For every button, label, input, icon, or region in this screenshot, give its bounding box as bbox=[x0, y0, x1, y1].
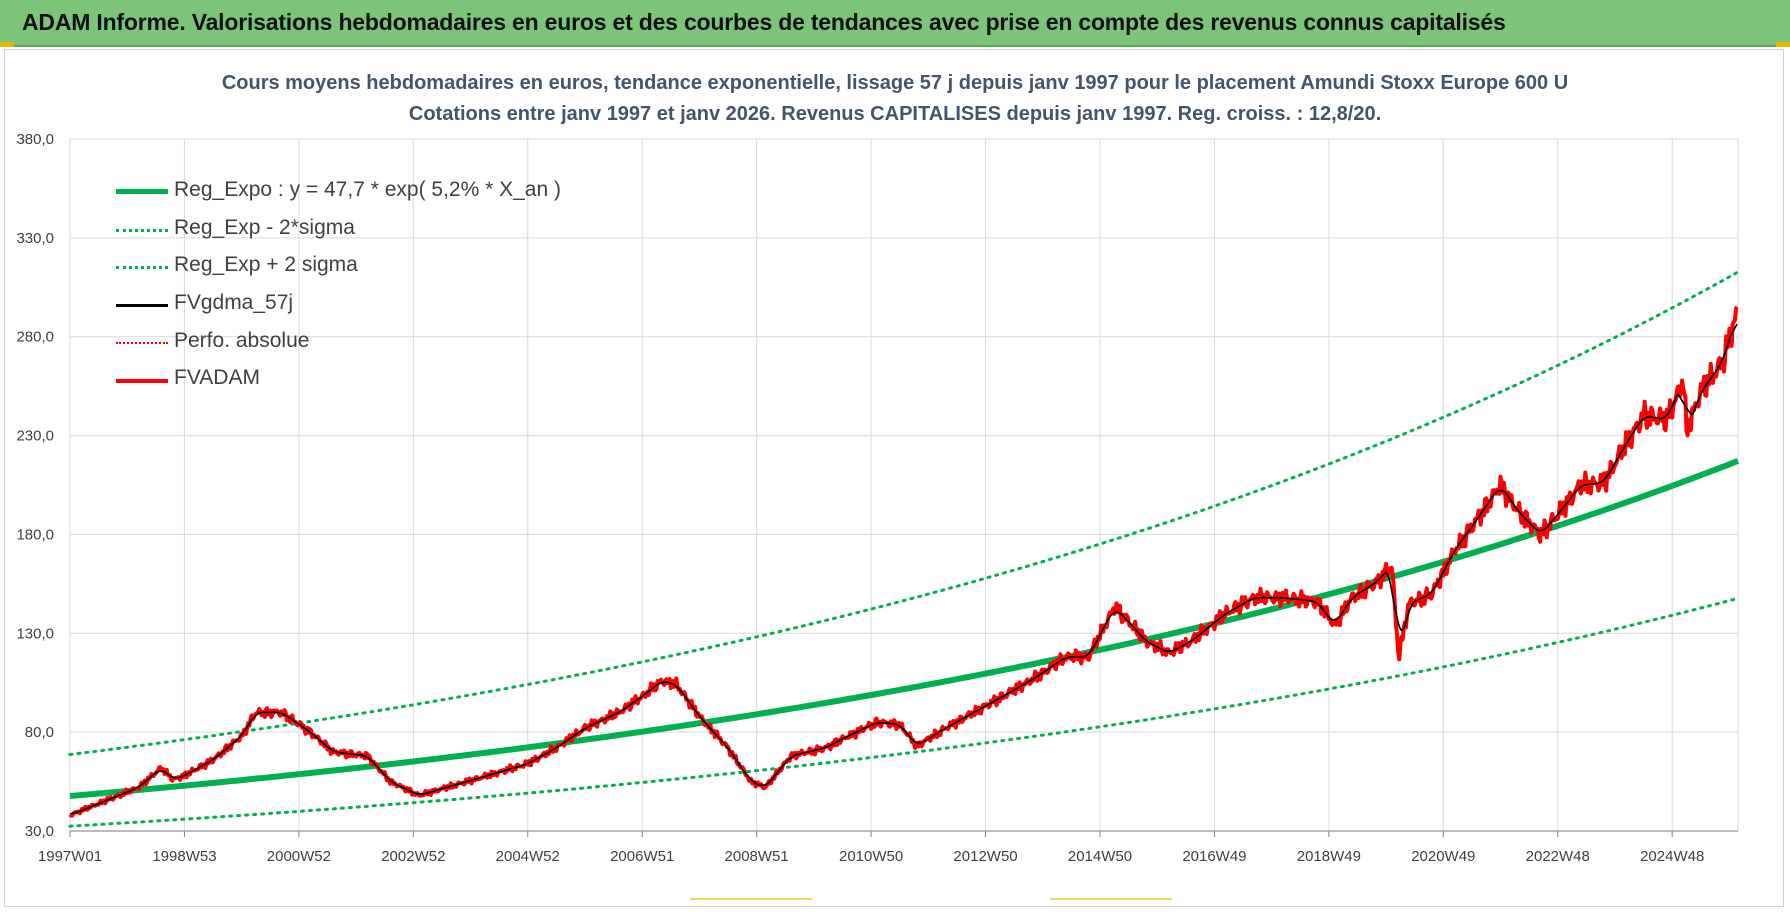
reg-exp-minus-line bbox=[68, 596, 1740, 828]
x-tick-label: 1997W01 bbox=[38, 848, 102, 865]
chart-frame bbox=[4, 49, 1784, 907]
x-tick-label: 2014W50 bbox=[1068, 848, 1132, 865]
x-tick-label: 1998W53 bbox=[152, 848, 216, 865]
y-tick-label: 380,0 bbox=[16, 131, 54, 148]
legend-swatch-reg-exp-minus bbox=[116, 228, 168, 232]
legend-swatch-fvgdma bbox=[116, 304, 168, 308]
legend-label-reg-exp-plus: Reg_Exp + 2 sigma bbox=[174, 253, 358, 277]
fvgdma-57j-line bbox=[69, 323, 1738, 815]
legend-label-perfo: Perfo. absolue bbox=[174, 328, 310, 352]
chart-title-line1: Cours moyens hebdomadaires en euros, ten… bbox=[221, 72, 1569, 94]
bottom-accent-2 bbox=[1050, 898, 1172, 900]
x-tick-label: 2022W48 bbox=[1526, 848, 1590, 865]
legend-swatch-reg-exp-plus bbox=[116, 266, 168, 270]
y-tick-label: 330,0 bbox=[16, 230, 54, 247]
bottom-accent-1 bbox=[690, 898, 812, 900]
legend-label-reg-expo: Reg_Expo : y = 47,7 * exp( 5,2% * X_an ) bbox=[174, 178, 561, 201]
x-tick-label: 2018W49 bbox=[1297, 848, 1361, 865]
x-tick-label: 2024W48 bbox=[1640, 848, 1704, 865]
legend-label-fvadam: FVADAM bbox=[174, 366, 260, 390]
x-tick-label: 2010W50 bbox=[839, 848, 903, 865]
x-tick-label: 2012W50 bbox=[953, 848, 1017, 865]
x-tick-label: 2002W52 bbox=[381, 848, 445, 865]
reg-expo-line bbox=[69, 458, 1740, 799]
legend-swatch-reg-expo bbox=[116, 189, 168, 194]
y-tick-label: 230,0 bbox=[16, 428, 54, 445]
x-tick-label: 2016W49 bbox=[1182, 848, 1246, 865]
corner-marker-left bbox=[0, 42, 14, 47]
y-tick-label: 180,0 bbox=[16, 526, 54, 543]
corner-marker-right bbox=[1776, 42, 1790, 47]
x-tick-label: 2020W49 bbox=[1411, 848, 1475, 865]
legend-label-fvgdma: FVgdma_57j bbox=[174, 291, 294, 315]
fvadam-line bbox=[68, 305, 1739, 818]
banner-title: ADAM Informe. Valorisations hebdomadaire… bbox=[22, 9, 1506, 35]
legend-label-reg-exp-minus: Reg_Exp - 2*sigma bbox=[174, 215, 355, 239]
legend-swatch-fvadam bbox=[116, 379, 168, 384]
reg-exp-plus-line bbox=[68, 270, 1740, 756]
x-tick-label: 2000W52 bbox=[267, 848, 331, 865]
y-tick-label: 30,0 bbox=[25, 823, 54, 840]
y-axis: 30,0 80,0 130,0 180,0 230,0 280,0 330,0 380,0 bbox=[16, 131, 54, 840]
y-tick-label: 280,0 bbox=[16, 329, 54, 346]
y-tick-label: 80,0 bbox=[25, 724, 54, 741]
x-axis: 1997W01 1998W53 2000W52 2002W52 2004W52 2006W… bbox=[38, 830, 1738, 865]
legend-swatch-perfo bbox=[116, 341, 168, 344]
x-tick-label: 2008W51 bbox=[725, 848, 789, 865]
header-banner: ADAM Informe. Valorisations hebdomadaire… bbox=[0, 0, 1790, 47]
chart-series bbox=[68, 270, 1740, 828]
y-tick-label: 130,0 bbox=[16, 625, 54, 642]
x-tick-label: 2004W52 bbox=[496, 848, 560, 865]
chart-title-line2: Cotations entre janv 1997 et janv 2026. … bbox=[408, 103, 1382, 125]
x-tick-label: 2006W51 bbox=[610, 848, 674, 865]
